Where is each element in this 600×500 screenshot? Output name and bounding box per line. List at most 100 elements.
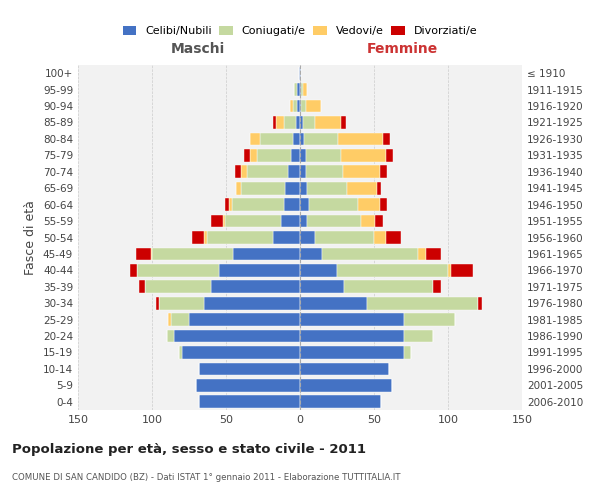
Bar (380, 198, 388, 211)
Bar (300, 198, 309, 211)
Bar (250, 132, 260, 145)
Bar (361, 214, 376, 228)
Bar (204, 297, 300, 310)
Bar (223, 214, 224, 228)
Bar (300, 116, 303, 129)
Bar (386, 231, 401, 244)
Text: Maschi: Maschi (171, 42, 225, 56)
Bar (337, 264, 448, 277)
Bar (300, 100, 301, 112)
Bar (297, 100, 300, 112)
Bar (294, 83, 297, 96)
Bar (374, 231, 386, 244)
Bar (338, 132, 383, 145)
Bar (344, 280, 433, 293)
Bar (130, 264, 137, 277)
Bar (304, 132, 338, 145)
Bar (343, 166, 380, 178)
Bar (260, 132, 293, 145)
Bar (151, 248, 152, 260)
Bar (301, 83, 303, 96)
Bar (418, 248, 426, 260)
Bar (241, 182, 285, 194)
Bar (224, 198, 229, 211)
Bar (232, 198, 284, 211)
Bar (293, 132, 300, 145)
Bar (341, 116, 346, 129)
Bar (167, 330, 174, 342)
Bar (478, 297, 482, 310)
Bar (174, 330, 300, 342)
Text: Popolazione per età, sesso e stato civile - 2011: Popolazione per età, sesso e stato civil… (12, 442, 366, 456)
Bar (451, 264, 473, 277)
Bar (307, 214, 361, 228)
Bar (404, 346, 411, 359)
Bar (290, 100, 293, 112)
Bar (426, 248, 440, 260)
Bar (367, 297, 478, 310)
Bar (199, 396, 300, 408)
Bar (171, 313, 189, 326)
Bar (404, 313, 455, 326)
Bar (192, 231, 204, 244)
Bar (218, 264, 300, 277)
Bar (306, 149, 341, 162)
Bar (229, 198, 232, 211)
Bar (341, 149, 386, 162)
Bar (300, 396, 382, 408)
Bar (281, 214, 300, 228)
Bar (386, 149, 393, 162)
Bar (157, 297, 160, 310)
Bar (136, 248, 151, 260)
Bar (303, 83, 307, 96)
Bar (300, 313, 404, 326)
Bar (306, 100, 321, 112)
Bar (358, 198, 380, 211)
Bar (300, 149, 306, 162)
Bar (306, 166, 343, 178)
Bar (380, 166, 388, 178)
Bar (377, 182, 382, 194)
Bar (207, 231, 274, 244)
Bar (247, 166, 288, 178)
Legend: Celibi/Nubili, Coniugati/e, Vedovi/e, Divorziati/e: Celibi/Nubili, Coniugati/e, Vedovi/e, Di… (123, 26, 477, 36)
Bar (300, 214, 307, 228)
Bar (199, 362, 300, 376)
Bar (211, 280, 300, 293)
Bar (152, 248, 233, 260)
Bar (300, 379, 392, 392)
Bar (301, 100, 306, 112)
Bar (300, 248, 322, 260)
Bar (307, 182, 347, 194)
Bar (300, 362, 389, 376)
Bar (383, 132, 390, 145)
Bar (300, 166, 306, 178)
Bar (233, 248, 300, 260)
Bar (277, 116, 284, 129)
Bar (299, 67, 300, 80)
Bar (189, 313, 300, 326)
Bar (315, 116, 341, 129)
Bar (448, 264, 451, 277)
Bar (300, 83, 301, 96)
Bar (145, 280, 211, 293)
Bar (300, 264, 337, 277)
Bar (322, 248, 418, 260)
Bar (284, 116, 296, 129)
Bar (404, 330, 433, 342)
Bar (303, 116, 315, 129)
Bar (257, 149, 291, 162)
Bar (297, 83, 300, 96)
Bar (296, 116, 300, 129)
Bar (291, 149, 300, 162)
Bar (160, 297, 204, 310)
Bar (250, 149, 257, 162)
Bar (315, 231, 374, 244)
Bar (244, 149, 250, 162)
Bar (182, 346, 300, 359)
Bar (300, 67, 301, 80)
Bar (274, 116, 277, 129)
Bar (284, 198, 300, 211)
Bar (300, 132, 304, 145)
Bar (139, 280, 145, 293)
